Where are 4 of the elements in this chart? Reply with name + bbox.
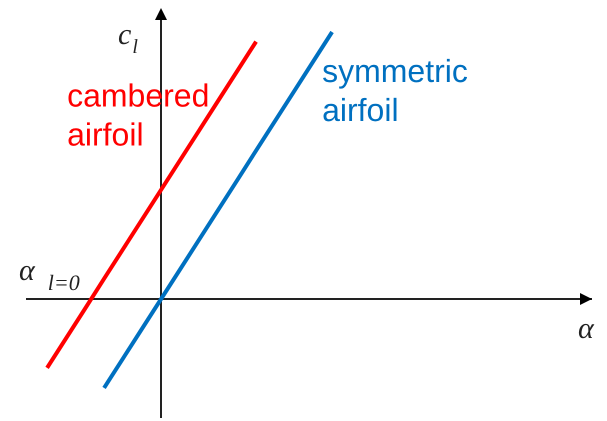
y-axis-title: c$_{l}$ [118,18,138,58]
annotation: α$_{l=0}$ [19,254,80,295]
series-label: symmetric airfoil [322,53,468,128]
x-axis-title: α [578,312,595,345]
